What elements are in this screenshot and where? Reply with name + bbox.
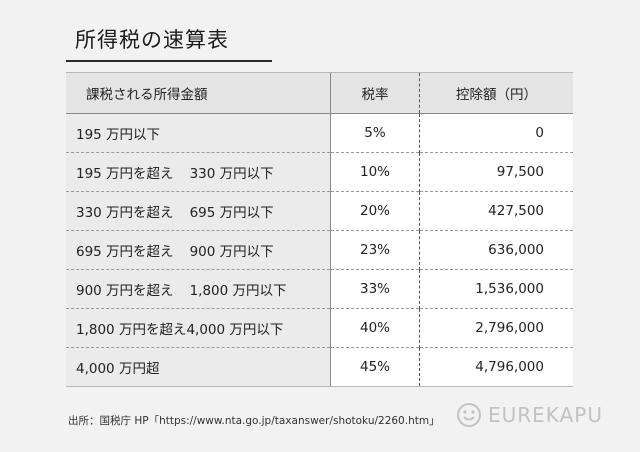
deduction-cell: 636,000 bbox=[419, 230, 573, 270]
range-from: 4,000 万円超 bbox=[76, 361, 160, 377]
income-range-cell: 695 万円を超え 900 万円以下 bbox=[66, 230, 331, 270]
income-range-cell: 330 万円を超え 695 万円以下 bbox=[66, 191, 331, 231]
income-range-cell: 195 万円を超え 330 万円以下 bbox=[66, 152, 331, 192]
table-row: 195 万円を超え 330 万円以下 10% 97,500 bbox=[66, 152, 573, 192]
rate-cell: 23% bbox=[330, 230, 420, 270]
rate-cell: 20% bbox=[330, 191, 420, 231]
source-citation: 出所：国税庁 HP「https://www.nta.go.jp/taxanswe… bbox=[68, 415, 440, 427]
rate-cell: 33% bbox=[330, 269, 420, 309]
range-from: 330 万円を超え bbox=[76, 205, 174, 221]
income-range-cell: 4,000 万円超 bbox=[66, 347, 331, 387]
rate-cell: 10% bbox=[330, 152, 420, 192]
range-from: 695 万円を超え bbox=[76, 244, 174, 260]
table-row: 1,800 万円を超え4,000 万円以下 40% 2,796,000 bbox=[66, 308, 573, 348]
rate-cell: 5% bbox=[330, 113, 420, 153]
range-to: 330 万円以下 bbox=[189, 166, 274, 182]
header-deduction: 控除額（円） bbox=[419, 72, 573, 114]
deduction-cell: 2,796,000 bbox=[419, 308, 573, 348]
deduction-cell: 1,536,000 bbox=[419, 269, 573, 309]
range-to: 695 万円以下 bbox=[189, 205, 274, 221]
rate-cell: 40% bbox=[330, 308, 420, 348]
range-from: 900 万円を超え bbox=[76, 283, 174, 299]
tax-rate-table: 課税される所得金額 税率 控除額（円） 195 万円以下 5% 0 195 万円… bbox=[66, 72, 573, 387]
deduction-cell: 0 bbox=[419, 113, 573, 153]
table-row: 900 万円を超え 1,800 万円以下 33% 1,536,000 bbox=[66, 269, 573, 309]
income-range-cell: 195 万円以下 bbox=[66, 113, 331, 153]
range-from: 195 万円以下 bbox=[76, 127, 161, 143]
rate-cell: 45% bbox=[330, 347, 420, 387]
eurekapu-logo: EUREKAPU bbox=[456, 402, 603, 428]
table-row: 695 万円を超え 900 万円以下 23% 636,000 bbox=[66, 230, 573, 270]
range-to: 900 万円以下 bbox=[189, 244, 274, 260]
deduction-cell: 4,796,000 bbox=[419, 347, 573, 387]
page-title: 所得税の速算表 bbox=[75, 28, 229, 52]
logo-wordmark: EUREKAPU bbox=[488, 403, 603, 427]
range-from: 195 万円を超え bbox=[76, 166, 174, 182]
table-header-row: 課税される所得金額 税率 控除額（円） bbox=[66, 72, 573, 114]
header-rate: 税率 bbox=[330, 72, 420, 114]
deduction-cell: 97,500 bbox=[419, 152, 573, 192]
range-from: 1,800 万円を超え bbox=[76, 322, 187, 338]
range-to: 1,800 万円以下 bbox=[189, 283, 287, 299]
table-row: 4,000 万円超 45% 4,796,000 bbox=[66, 347, 573, 387]
smiley-face-icon bbox=[457, 403, 481, 427]
table-row: 195 万円以下 5% 0 bbox=[66, 113, 573, 153]
title-underline bbox=[66, 60, 272, 62]
header-taxable-income: 課税される所得金額 bbox=[66, 72, 331, 114]
range-to: 4,000 万円以下 bbox=[186, 322, 284, 338]
table-row: 330 万円を超え 695 万円以下 20% 427,500 bbox=[66, 191, 573, 231]
deduction-cell: 427,500 bbox=[419, 191, 573, 231]
income-range-cell: 900 万円を超え 1,800 万円以下 bbox=[66, 269, 331, 309]
income-range-cell: 1,800 万円を超え4,000 万円以下 bbox=[66, 308, 331, 348]
